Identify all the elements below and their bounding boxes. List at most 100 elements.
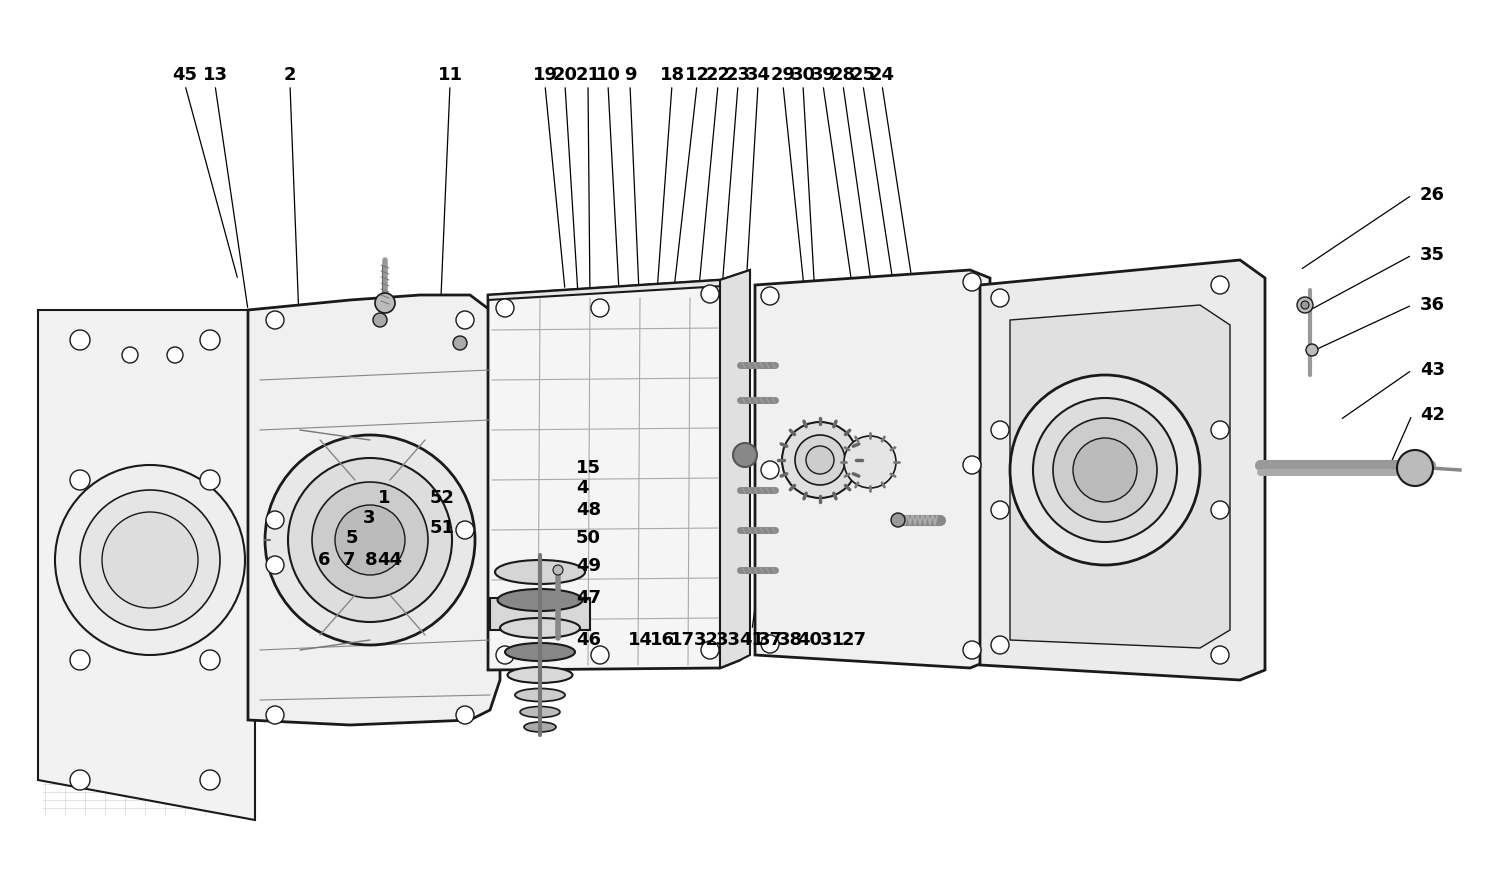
Circle shape: [795, 435, 844, 485]
Circle shape: [312, 482, 428, 598]
Text: 52: 52: [430, 489, 454, 507]
Text: 22: 22: [705, 66, 730, 84]
Text: 32: 32: [693, 631, 718, 649]
Text: 3: 3: [363, 509, 375, 527]
Text: 19: 19: [532, 66, 558, 84]
Circle shape: [334, 505, 405, 575]
Circle shape: [1396, 450, 1432, 486]
Text: 34: 34: [746, 66, 771, 84]
Text: 21: 21: [576, 66, 600, 84]
Text: 6: 6: [318, 551, 330, 569]
Circle shape: [456, 311, 474, 329]
Ellipse shape: [500, 618, 580, 638]
Circle shape: [1210, 646, 1228, 664]
Circle shape: [266, 556, 284, 574]
Text: 42: 42: [1420, 406, 1444, 424]
Polygon shape: [248, 295, 500, 725]
Circle shape: [266, 511, 284, 529]
Text: 2: 2: [284, 66, 296, 84]
Ellipse shape: [506, 643, 574, 661]
Polygon shape: [980, 260, 1264, 680]
Circle shape: [760, 461, 778, 479]
Circle shape: [1298, 297, 1312, 313]
Circle shape: [200, 330, 220, 350]
Ellipse shape: [495, 560, 585, 584]
Text: 44: 44: [376, 551, 402, 569]
Text: 25: 25: [850, 66, 876, 84]
Circle shape: [102, 512, 198, 608]
Text: 13: 13: [202, 66, 228, 84]
Circle shape: [992, 289, 1010, 307]
Ellipse shape: [507, 667, 573, 683]
Text: 23: 23: [726, 66, 750, 84]
Text: 38: 38: [777, 631, 802, 649]
Circle shape: [200, 650, 220, 670]
Text: 30: 30: [790, 66, 816, 84]
Text: 11: 11: [438, 66, 462, 84]
Circle shape: [963, 273, 981, 291]
Text: 26: 26: [1420, 186, 1444, 204]
Text: 37: 37: [758, 631, 783, 649]
Circle shape: [554, 565, 562, 575]
Circle shape: [70, 330, 90, 350]
Circle shape: [70, 470, 90, 490]
Text: 14: 14: [627, 631, 652, 649]
Text: 45: 45: [172, 66, 198, 84]
Circle shape: [700, 285, 718, 303]
Text: 16: 16: [650, 631, 675, 649]
Circle shape: [963, 641, 981, 659]
Circle shape: [1072, 438, 1137, 502]
Ellipse shape: [514, 689, 566, 701]
Circle shape: [734, 443, 758, 467]
Text: 1: 1: [378, 489, 390, 507]
Circle shape: [992, 636, 1010, 654]
Text: 7: 7: [342, 551, 355, 569]
Circle shape: [1010, 375, 1200, 565]
Text: 49: 49: [576, 557, 602, 575]
Circle shape: [456, 521, 474, 539]
Text: 8: 8: [366, 551, 378, 569]
Text: 51: 51: [430, 519, 454, 537]
Circle shape: [1210, 421, 1228, 439]
Text: 46: 46: [576, 631, 602, 649]
Circle shape: [591, 299, 609, 317]
Circle shape: [891, 513, 904, 527]
Circle shape: [70, 650, 90, 670]
Circle shape: [200, 470, 220, 490]
Ellipse shape: [524, 722, 556, 732]
Text: 28: 28: [831, 66, 855, 84]
Polygon shape: [488, 280, 740, 670]
Circle shape: [1034, 398, 1178, 542]
Polygon shape: [720, 270, 750, 668]
Circle shape: [963, 456, 981, 474]
Circle shape: [288, 458, 452, 622]
Polygon shape: [754, 270, 990, 668]
Text: 39: 39: [810, 66, 836, 84]
Text: 36: 36: [1420, 296, 1444, 314]
Circle shape: [496, 299, 514, 317]
Circle shape: [1210, 501, 1228, 519]
Circle shape: [992, 501, 1010, 519]
Text: 41: 41: [740, 631, 765, 649]
Text: 15: 15: [576, 459, 602, 477]
Circle shape: [700, 641, 718, 659]
Circle shape: [782, 422, 858, 498]
Text: 18: 18: [660, 66, 684, 84]
Text: 27: 27: [842, 631, 867, 649]
Circle shape: [760, 287, 778, 305]
Text: 48: 48: [576, 501, 602, 519]
Polygon shape: [490, 598, 590, 630]
Text: 33: 33: [716, 631, 741, 649]
Text: 31: 31: [819, 631, 844, 649]
Circle shape: [844, 436, 895, 488]
Circle shape: [992, 421, 1010, 439]
Text: 29: 29: [771, 66, 795, 84]
Circle shape: [453, 336, 466, 350]
Polygon shape: [488, 270, 750, 300]
Circle shape: [375, 293, 394, 313]
Text: 20: 20: [552, 66, 578, 84]
Circle shape: [374, 313, 387, 327]
Ellipse shape: [520, 707, 560, 717]
Circle shape: [1210, 276, 1228, 294]
Circle shape: [266, 311, 284, 329]
